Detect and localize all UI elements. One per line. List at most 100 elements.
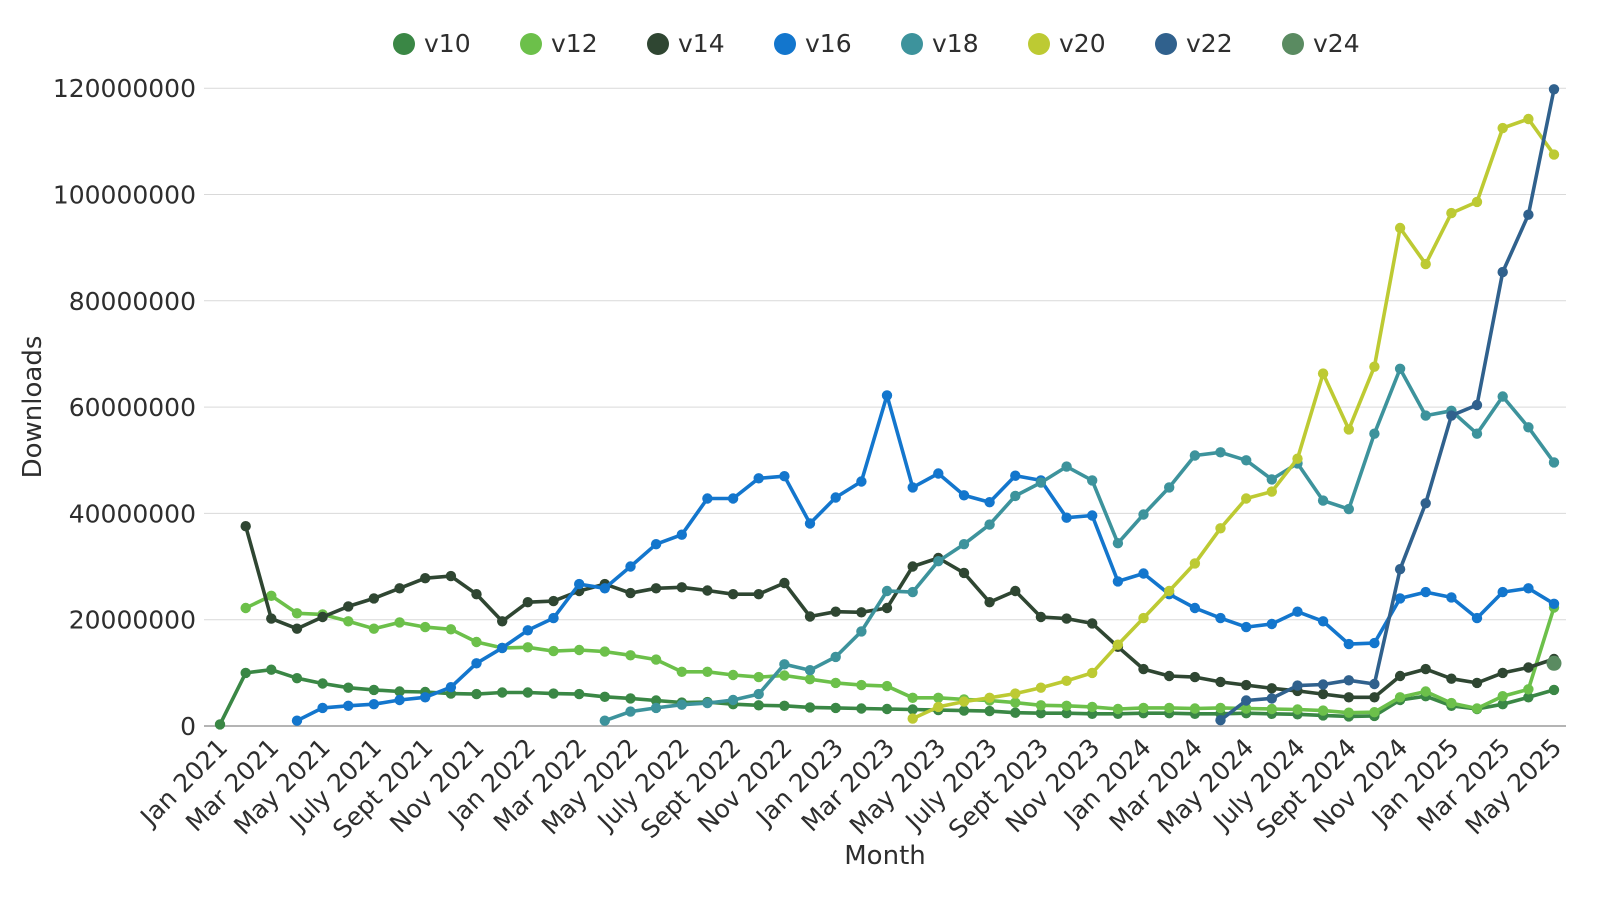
data-point-v14[interactable]: [727, 589, 739, 600]
data-point-v20[interactable]: [1061, 675, 1072, 686]
data-point-v10[interactable]: [1035, 708, 1047, 719]
data-point-v16[interactable]: [1394, 593, 1406, 604]
data-point-v14[interactable]: [907, 561, 918, 572]
data-point-v10[interactable]: [522, 687, 533, 698]
data-point-v16[interactable]: [753, 473, 764, 484]
data-point-v10[interactable]: [317, 678, 328, 689]
data-point-v10[interactable]: [650, 695, 662, 706]
data-point-v18[interactable]: [1010, 490, 1021, 502]
data-point-v20[interactable]: [1292, 453, 1303, 464]
data-point-v16[interactable]: [522, 625, 533, 636]
data-point-v24[interactable]: [1546, 655, 1562, 671]
data-point-v12[interactable]: [1189, 703, 1201, 714]
data-point-v12[interactable]: [1317, 705, 1329, 716]
data-point-v16[interactable]: [343, 700, 354, 711]
data-point-v20[interactable]: [1523, 113, 1534, 125]
data-point-v16[interactable]: [1087, 510, 1098, 521]
data-point-v10[interactable]: [214, 719, 226, 730]
data-point-v14[interactable]: [958, 567, 970, 579]
data-point-v20[interactable]: [1241, 493, 1252, 504]
data-point-v12[interactable]: [1394, 692, 1406, 703]
data-point-v10[interactable]: [1010, 707, 1021, 718]
data-point-v14[interactable]: [1138, 663, 1149, 675]
data-point-v12[interactable]: [548, 645, 559, 657]
data-point-v18[interactable]: [958, 539, 970, 550]
data-point-v16[interactable]: [933, 468, 944, 479]
data-point-v16[interactable]: [779, 471, 790, 482]
data-point-v12[interactable]: [1266, 703, 1278, 715]
data-point-v18[interactable]: [676, 699, 687, 710]
data-point-v12[interactable]: [266, 590, 277, 601]
data-point-v12[interactable]: [907, 692, 918, 703]
data-point-v16[interactable]: [804, 518, 816, 529]
data-point-v12[interactable]: [1112, 703, 1124, 715]
data-point-v16[interactable]: [1112, 576, 1124, 587]
data-point-v14[interactable]: [1035, 611, 1047, 623]
data-point-v12[interactable]: [420, 621, 431, 633]
data-point-v22[interactable]: [1420, 498, 1431, 509]
data-point-v16[interactable]: [1523, 583, 1534, 594]
data-point-v10[interactable]: [368, 684, 380, 696]
data-point-v20[interactable]: [1087, 667, 1098, 679]
data-point-v12[interactable]: [1138, 702, 1149, 714]
data-point-v12[interactable]: [830, 677, 841, 689]
data-point-v16[interactable]: [1266, 618, 1278, 630]
data-point-v18[interactable]: [1087, 475, 1098, 486]
data-point-v18[interactable]: [1266, 474, 1278, 485]
data-point-v14[interactable]: [804, 611, 816, 622]
data-point-v12[interactable]: [702, 666, 713, 677]
data-point-v12[interactable]: [1471, 703, 1483, 714]
data-point-v12[interactable]: [291, 608, 303, 619]
data-point-v14[interactable]: [445, 570, 457, 582]
data-point-v16[interactable]: [599, 583, 610, 594]
data-point-v14[interactable]: [702, 585, 713, 596]
data-point-v14[interactable]: [420, 573, 431, 584]
data-point-v10[interactable]: [1523, 692, 1534, 703]
data-point-v12[interactable]: [1087, 701, 1098, 713]
data-point-v18[interactable]: [830, 651, 841, 663]
data-point-v12[interactable]: [1241, 703, 1252, 714]
data-point-v20[interactable]: [1369, 361, 1380, 372]
data-point-v12[interactable]: [650, 654, 662, 665]
data-point-v20[interactable]: [1394, 222, 1406, 234]
data-point-v12[interactable]: [343, 616, 354, 627]
data-point-v14[interactable]: [625, 587, 636, 599]
data-point-v20[interactable]: [1266, 486, 1278, 497]
data-point-v10[interactable]: [804, 702, 816, 713]
data-point-v22[interactable]: [1343, 675, 1355, 686]
data-point-v12[interactable]: [522, 642, 533, 653]
data-point-v12[interactable]: [1215, 702, 1226, 714]
data-point-v10[interactable]: [599, 691, 610, 702]
data-point-v12[interactable]: [753, 671, 764, 683]
data-point-v18[interactable]: [1138, 509, 1149, 520]
data-point-v22[interactable]: [1266, 693, 1278, 704]
data-point-v18[interactable]: [1369, 428, 1380, 439]
data-point-v16[interactable]: [394, 694, 405, 706]
data-point-v18[interactable]: [650, 702, 662, 714]
data-point-v16[interactable]: [676, 529, 687, 540]
data-point-v14[interactable]: [650, 583, 662, 594]
data-point-v14[interactable]: [830, 606, 841, 617]
legend-item-v16[interactable]: v16: [774, 30, 901, 58]
data-point-v18[interactable]: [1035, 477, 1047, 488]
data-point-v18[interactable]: [702, 697, 713, 709]
data-point-v10[interactable]: [548, 688, 559, 699]
data-point-v18[interactable]: [1189, 450, 1201, 461]
data-point-v22[interactable]: [1523, 209, 1534, 220]
data-point-v10[interactable]: [266, 664, 277, 675]
data-point-v18[interactable]: [1343, 503, 1355, 515]
data-point-v12[interactable]: [804, 674, 816, 685]
data-point-v12[interactable]: [1292, 704, 1303, 715]
data-point-v20[interactable]: [958, 696, 970, 707]
data-point-v16[interactable]: [471, 658, 482, 669]
data-point-v20[interactable]: [1317, 368, 1329, 379]
data-point-v12[interactable]: [471, 636, 482, 648]
legend-item-v24[interactable]: v24: [1282, 30, 1409, 58]
data-point-v12[interactable]: [1497, 691, 1508, 702]
data-point-v16[interactable]: [1189, 602, 1201, 614]
data-point-v10[interactable]: [625, 693, 636, 704]
data-point-v20[interactable]: [1164, 585, 1175, 597]
data-point-v14[interactable]: [522, 597, 533, 608]
data-point-v12[interactable]: [1369, 707, 1380, 718]
legend-item-v10[interactable]: v10: [393, 30, 520, 58]
